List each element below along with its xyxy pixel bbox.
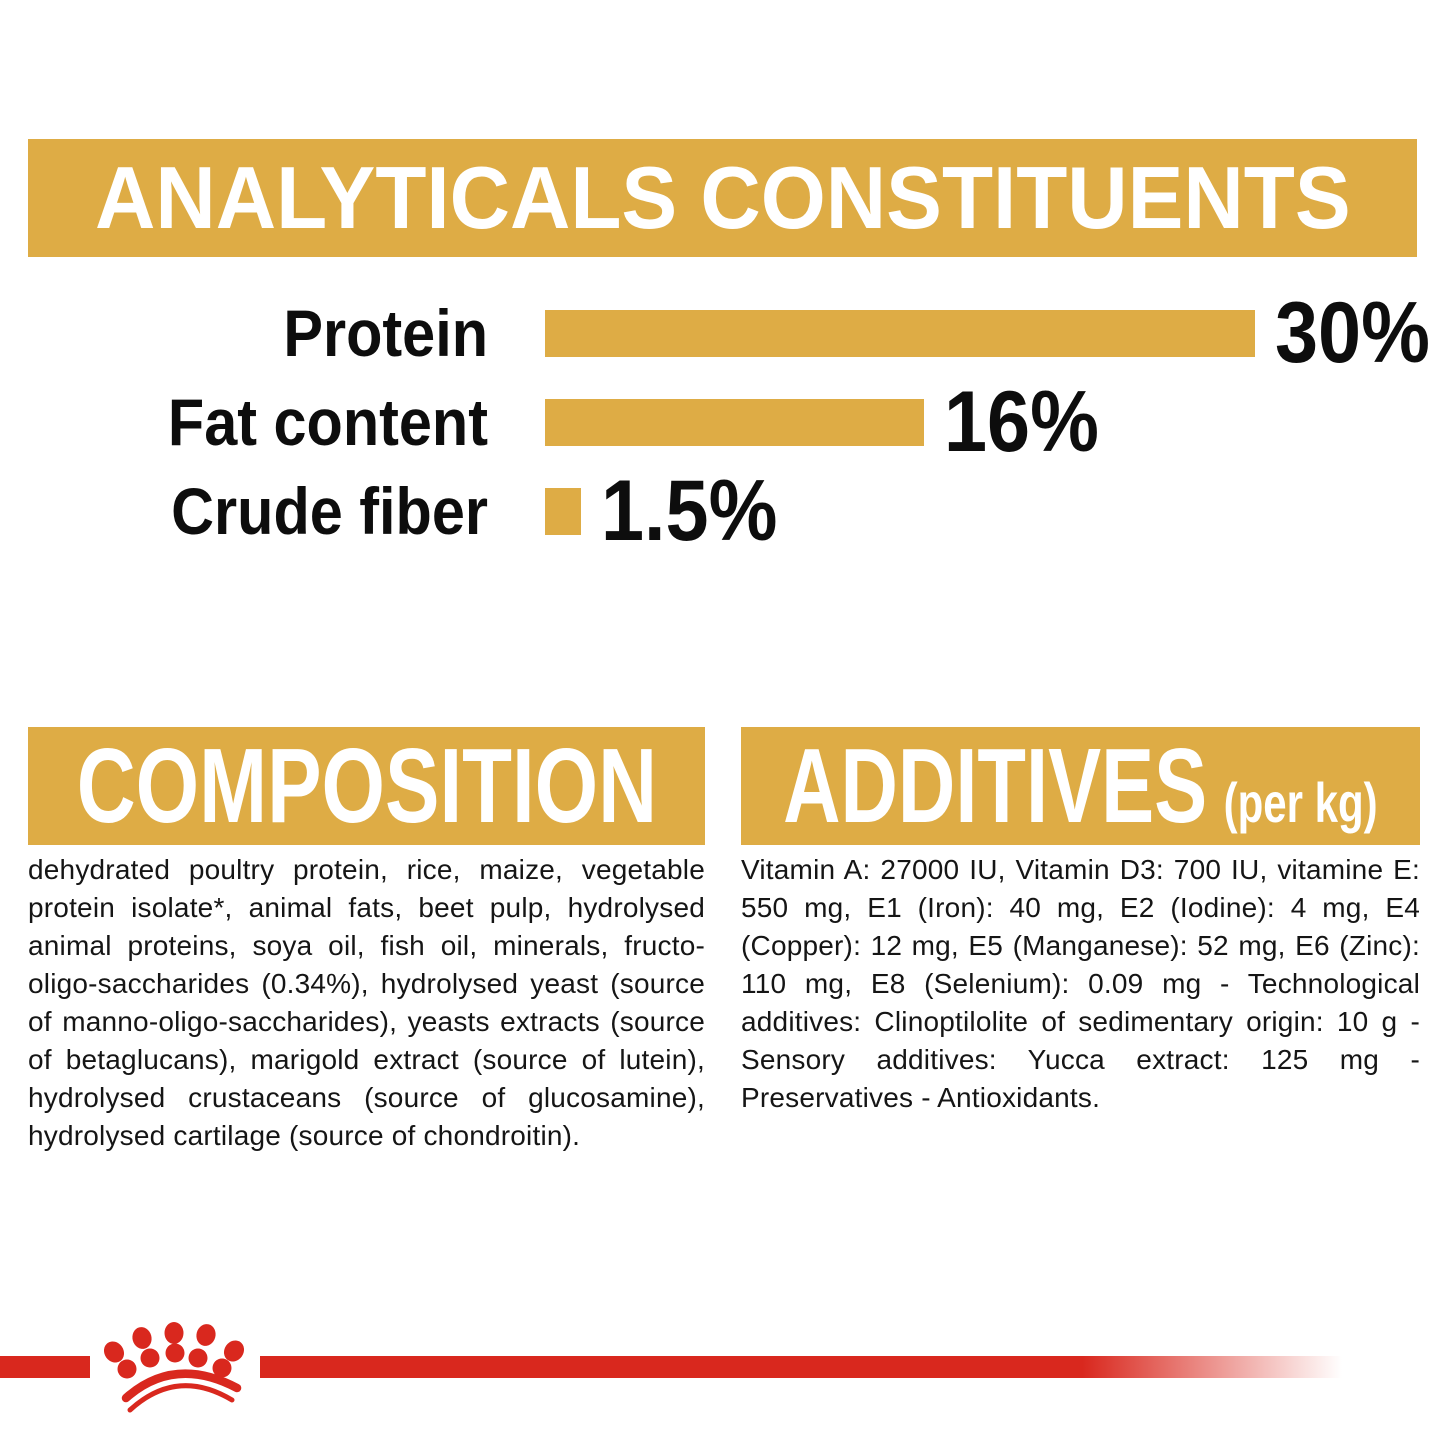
analyticals-chart: Protein 30% Fat content 16% Crude fiber 1.5% — [0, 285, 1445, 590]
composition-text: dehydrated poultry protein, rice, maize,… — [28, 854, 705, 1151]
chart-category-label: Protein — [283, 296, 488, 370]
analyticals-banner: ANALYTICALS CONSTITUENTS — [28, 139, 1417, 257]
chart-value-label: 16% — [944, 374, 1099, 470]
additives-title-group: ADDITIVES (per kg) — [783, 733, 1378, 839]
composition-banner: COMPOSITION — [28, 727, 705, 845]
composition-title: COMPOSITION — [76, 727, 657, 845]
chart-category-label: Crude fiber — [171, 474, 488, 548]
chart-value-label: 1.5% — [601, 463, 778, 559]
additives-banner: ADDITIVES (per kg) — [741, 727, 1420, 845]
chart-bar — [545, 488, 581, 535]
chart-row: Protein 30% — [0, 285, 1445, 381]
chart-row: Fat content 16% — [0, 374, 1445, 470]
chart-bar — [545, 310, 1255, 357]
red-stripe-left — [0, 1356, 90, 1378]
additives-title: ADDITIVES — [783, 727, 1208, 845]
chart-row: Crude fiber 1.5% — [0, 463, 1445, 559]
royal-canin-crown-icon — [103, 1322, 245, 1413]
additives-text: Vitamin A: 27000 IU, Vitamin D3: 700 IU,… — [741, 854, 1420, 1113]
chart-category-label: Fat content — [167, 385, 488, 459]
analyticals-title: ANALYTICALS CONSTITUENTS — [94, 148, 1351, 247]
red-stripe-right — [260, 1356, 1342, 1378]
chart-value-label: 30% — [1275, 285, 1430, 381]
additives-title-suffix: (per kg) — [1223, 771, 1378, 834]
chart-bar — [545, 399, 924, 446]
